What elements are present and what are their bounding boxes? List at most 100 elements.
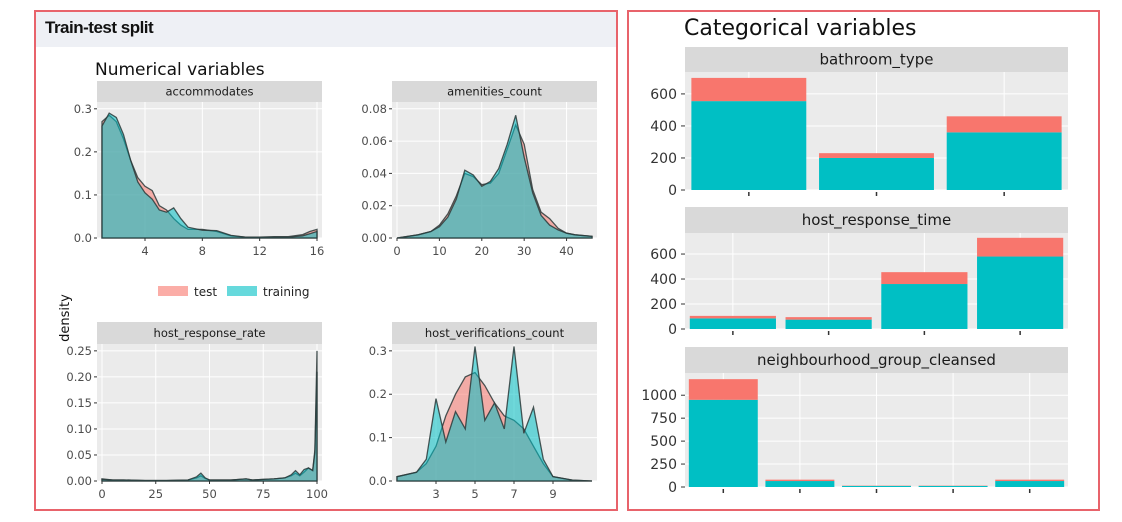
bar-training-bathroom-type — [691, 101, 807, 190]
legend-key-training — [227, 286, 257, 296]
categorical-variables-title: Categorical variables — [684, 16, 916, 41]
strip-title-accommodates: accommodates — [165, 85, 253, 99]
tick-label-y: 0.25 — [66, 344, 92, 358]
numerical-variables-title: Numerical variables — [95, 60, 265, 80]
tick-label-y: 0 — [668, 322, 677, 338]
chart-host-response-rate: host_response_rate 0.00 0.05 0.10 0.15 0.20 0.… — [66, 322, 328, 501]
bar-training-neighbourhood-group-cleansed — [765, 481, 835, 487]
strip-host-response-time — [685, 207, 1068, 233]
tick-label-x: 4 — [141, 244, 148, 258]
tick-label-y: 0.3 — [74, 102, 92, 116]
density-axis-label: density — [58, 294, 73, 342]
legend-label-training: training — [263, 285, 310, 299]
bar-training-neighbourhood-group-cleansed — [688, 399, 758, 487]
bar-test-bathroom-type — [691, 77, 807, 102]
strip-title-host-verifications-count: host_verifications_count — [425, 326, 565, 340]
tick-label-x: 12 — [252, 244, 267, 258]
bar-training-host-response-time — [977, 256, 1064, 329]
panel-header: Train-test split — [36, 12, 616, 47]
strip-accommodates — [97, 81, 322, 102]
density-area-training-host-response-rate — [101, 371, 318, 482]
strip-host-verifications-count — [392, 322, 597, 344]
density-area-training-amenities-count — [396, 115, 593, 239]
bar-training-neighbourhood-group-cleansed — [918, 485, 988, 487]
chart-accommodates: accommodates 0.0 0.1 0.2 0.3 4 8 12 16 — [74, 81, 324, 258]
tick-label-y: 0.06 — [361, 134, 387, 148]
tick-label-x: 8 — [199, 244, 206, 258]
tick-label-y: 0.2 — [74, 145, 92, 159]
tick-label-y: 1000 — [641, 388, 677, 404]
bar-test-bathroom-type — [819, 153, 934, 158]
bar-training-neighbourhood-group-cleansed — [995, 481, 1065, 487]
tick-label-y: 400 — [650, 119, 677, 135]
tick-label-y: 0.2 — [369, 387, 387, 401]
bar-training-bathroom-type — [819, 157, 934, 190]
strip-title-neighbourhood-group-cleansed: neighbourhood_group_cleansed — [757, 351, 996, 370]
strip-bathroom-type — [685, 47, 1068, 72]
strip-title-amenities-count: amenities_count — [447, 85, 542, 99]
chart-neighbourhood-group-cleansed: neighbourhood_group_cleansed 0 250 500 750 10… — [641, 347, 1068, 496]
chart-host-verifications-count: host_verifications_count 0.0 0.1 0.2 0.3 3 5 7 9 — [369, 322, 597, 501]
tick-label-y: 0.15 — [66, 396, 92, 410]
bar-training-host-response-time — [785, 319, 872, 329]
tick-label-x: 10 — [432, 244, 447, 258]
strip-host-response-rate — [97, 322, 322, 344]
tick-label-y: 0 — [668, 183, 677, 199]
tick-label-x: 30 — [517, 244, 532, 258]
strip-title-bathroom-type: bathroom_type — [820, 51, 934, 70]
tick-label-y: 250 — [650, 457, 677, 473]
bar-test-host-response-time — [785, 317, 872, 320]
bar-test-host-response-time — [977, 237, 1064, 257]
strip-title-host-response-time: host_response_time — [802, 211, 951, 230]
chart-host-response-time: host_response_time 0 200 400 600 — [650, 207, 1068, 338]
bar-test-neighbourhood-group-cleansed — [688, 379, 758, 400]
chart-bathroom-type: bathroom_type 0 200 400 600 — [650, 47, 1068, 199]
strip-neighbourhood-group-cleansed — [685, 347, 1068, 373]
tick-label-y: 600 — [650, 87, 677, 103]
tick-label-x: 9 — [549, 487, 556, 501]
bar-training-host-response-time — [881, 284, 968, 329]
strip-amenities-count — [392, 81, 597, 102]
tick-label-y: 0.3 — [369, 344, 387, 358]
tick-label-y: 0.02 — [361, 199, 387, 213]
strip-title-host-response-rate: host_response_rate — [154, 326, 266, 340]
tick-label-x: 0 — [393, 244, 400, 258]
tick-label-y: 0.08 — [361, 102, 387, 116]
tick-label-x: 50 — [202, 487, 217, 501]
tick-label-y: 200 — [650, 297, 677, 313]
tick-label-y: 0.00 — [361, 231, 387, 245]
tick-label-x: 25 — [148, 487, 163, 501]
tick-label-x: 20 — [474, 244, 489, 258]
tick-label-x: 3 — [432, 487, 439, 501]
tick-label-x: 7 — [510, 487, 517, 501]
tick-label-x: 100 — [306, 487, 328, 501]
chart-amenities-count: amenities_count 0.00 0.02 0.04 0.06 0.08 0 10 20… — [361, 81, 597, 258]
tick-label-y: 0.1 — [369, 431, 387, 445]
tick-label-x: 0 — [98, 487, 105, 501]
tick-label-y: 500 — [650, 434, 677, 450]
legend: test training — [158, 285, 310, 299]
tick-label-y: 200 — [650, 151, 677, 167]
legend-label-test: test — [194, 285, 217, 299]
tick-label-y: 0.1 — [74, 188, 92, 202]
bar-test-bathroom-type — [946, 116, 1062, 133]
tick-label-y: 0.0 — [369, 474, 387, 488]
tick-label-y: 0.0 — [74, 231, 92, 245]
tick-label-y: 0.04 — [361, 166, 387, 180]
tick-label-y: 400 — [650, 272, 677, 288]
panel-title: Train-test split — [45, 18, 154, 37]
tick-label-x: 40 — [559, 244, 574, 258]
bar-test-host-response-time — [881, 272, 968, 285]
bar-test-neighbourhood-group-cleansed — [765, 479, 835, 482]
bar-test-host-response-time — [689, 315, 776, 319]
tick-label-x: 75 — [256, 487, 271, 501]
density-area-training-accommodates — [101, 112, 318, 239]
tick-label-y: 0.05 — [66, 448, 92, 462]
tick-label-x: 5 — [471, 487, 478, 501]
bar-training-bathroom-type — [946, 132, 1062, 190]
tick-label-y: 0.20 — [66, 370, 92, 384]
bar-training-host-response-time — [689, 318, 776, 329]
bar-training-neighbourhood-group-cleansed — [842, 485, 911, 487]
tick-label-y: 0.10 — [66, 422, 92, 436]
